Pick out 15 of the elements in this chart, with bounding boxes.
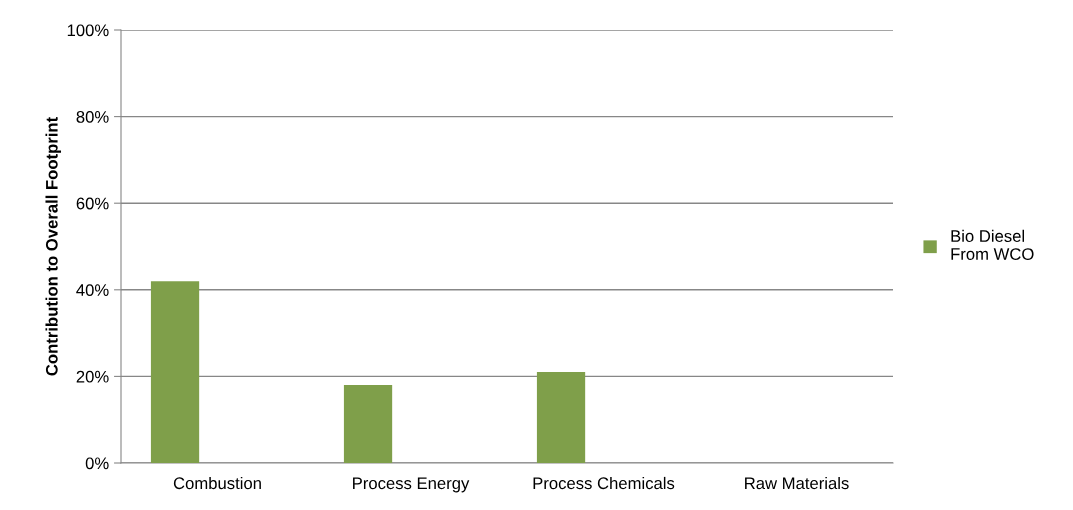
bar xyxy=(343,385,393,463)
x-tick-label: Process Chemicals xyxy=(533,476,675,490)
bar xyxy=(150,281,200,463)
y-axis-title: Contribution to Overall Footprint xyxy=(45,117,62,376)
bar xyxy=(536,372,586,463)
y-tick-label: 20% xyxy=(76,370,109,383)
y-tick-label: 40% xyxy=(76,284,109,296)
y-tick-label: 60% xyxy=(76,197,109,210)
y-tick-label: 100% xyxy=(67,24,109,37)
x-tick-label: Combustion xyxy=(173,476,261,490)
y-tick-label: 80% xyxy=(76,111,109,123)
y-tick-label: 0% xyxy=(85,457,109,470)
x-tick-label: Process Energy xyxy=(353,477,470,493)
x-tick-label: Raw Materials xyxy=(745,476,849,490)
legend-label: Bio Diesel From WCO xyxy=(951,229,1034,260)
